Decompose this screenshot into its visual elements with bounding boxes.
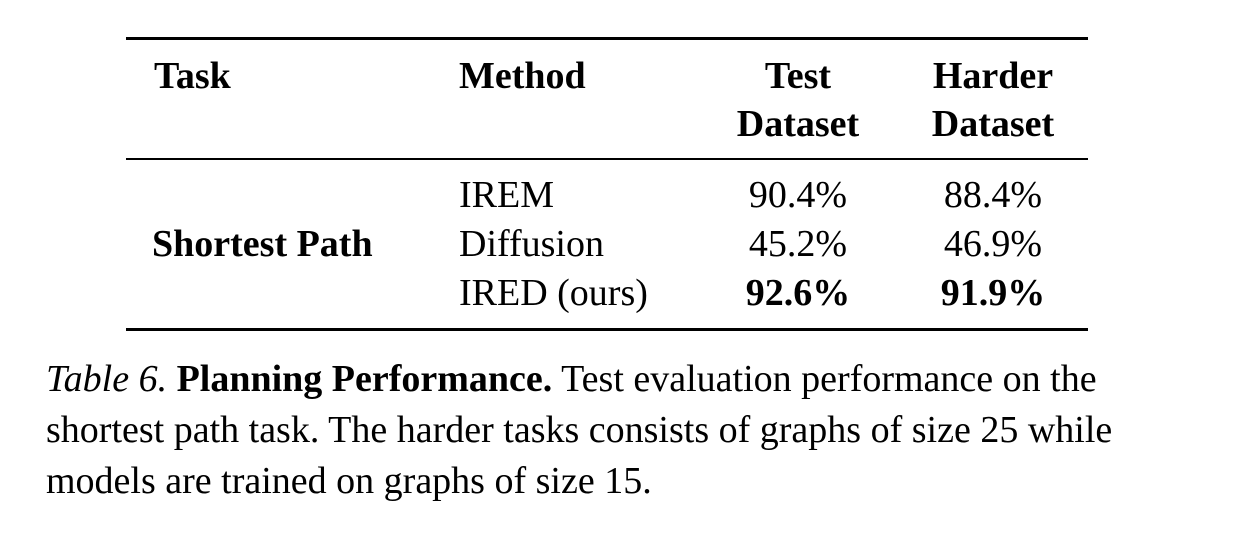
header-test-line2: Dataset xyxy=(736,103,860,145)
row-irem-test: 90.4% xyxy=(748,174,848,216)
header-harder-line2: Dataset xyxy=(931,103,1055,145)
caption-title: Planning Performance. xyxy=(176,358,553,400)
table-top-rule xyxy=(126,37,1088,40)
caption-label: Table 6. xyxy=(46,358,168,400)
row-irem-harder: 88.4% xyxy=(943,174,1043,216)
header-method: Method xyxy=(459,55,586,97)
row-ired-method: IRED (ours) xyxy=(459,272,648,314)
row-irem-method: IREM xyxy=(459,174,554,216)
header-task: Task xyxy=(154,55,231,97)
row-diffusion-test: 45.2% xyxy=(748,223,848,265)
table-mid-rule xyxy=(126,158,1088,160)
row-ired-test: 92.6% xyxy=(745,272,851,314)
row-diffusion-harder: 46.9% xyxy=(943,223,1043,265)
table-caption: Table 6. Planning Performance. Test eval… xyxy=(46,354,1196,507)
row-ired-harder: 91.9% xyxy=(940,272,1046,314)
header-test-line1: Test xyxy=(764,55,832,97)
caption-text: Test evaluation performance on the short… xyxy=(46,358,1113,502)
task-shortest-path: Shortest Path xyxy=(152,223,373,265)
row-diffusion-method: Diffusion xyxy=(459,223,604,265)
table-bottom-rule xyxy=(126,328,1088,331)
header-harder-line1: Harder xyxy=(932,55,1054,97)
